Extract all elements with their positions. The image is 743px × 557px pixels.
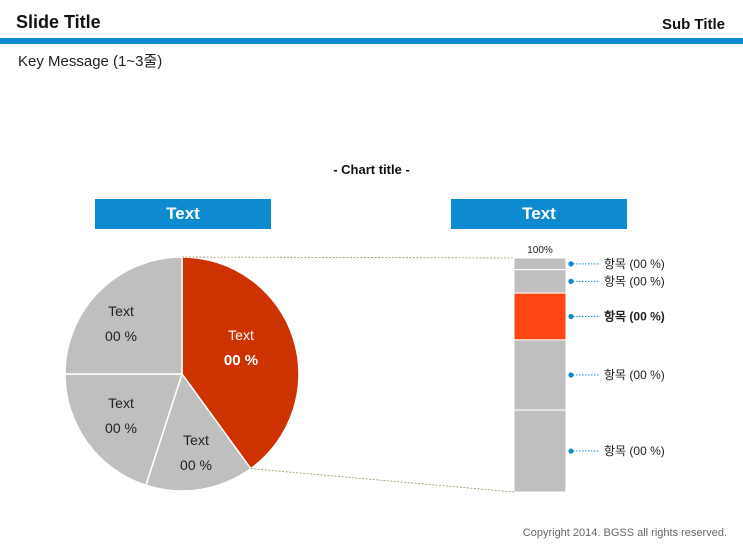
key-message: Key Message (1~3줄) [18,53,163,70]
bar-top-label: 100% [527,245,553,256]
bar-segment-marker [568,278,574,284]
pie-slice-label: Text [108,303,134,319]
pie-slice [64,256,183,375]
connector-line-bottom [250,468,515,493]
bar-segment-label: 항목 (00 %) [604,257,665,271]
bar-segment-marker [568,372,574,378]
bar-segment [513,409,567,493]
bar-segment-marker [568,313,574,320]
pie-slice-value: 00 % [105,328,137,344]
bar-segment-label: 항목 (00 %) [604,309,665,324]
bar-segment-marker [568,448,574,454]
bar-segment-marker [568,261,574,267]
pie-slice [181,256,300,470]
slide-subtitle: Sub Title [661,16,725,33]
pie-slice-label: Text [183,432,209,448]
bar-segment-label: 항목 (00 %) [604,274,665,288]
pie-header: Text [95,199,271,229]
bar-segment [513,257,567,271]
bar-segment-label: 항목 (00 %) [604,368,665,382]
connector-line-top [181,256,515,259]
bar-segment [513,339,567,411]
slide-title: Slide Title [16,12,101,32]
bar-segment [513,269,567,294]
bar-header: Text [451,199,627,229]
pie-slice [64,373,184,487]
pie-slice-label: Text [228,327,254,343]
chart-title: - Chart title - [333,162,410,177]
bar-segment-label: 항목 (00 %) [604,444,665,458]
pie-slice-value: 00 % [224,352,258,369]
title-rule [0,38,743,44]
pie-slice-label: Text [108,395,134,411]
bar-segment [513,292,567,341]
pie-slice [144,372,252,492]
pie-slice-value: 00 % [180,457,212,473]
pie-slice-value: 00 % [105,420,137,436]
copyright: Copyright 2014. BGSS all rights reserved… [522,527,727,539]
